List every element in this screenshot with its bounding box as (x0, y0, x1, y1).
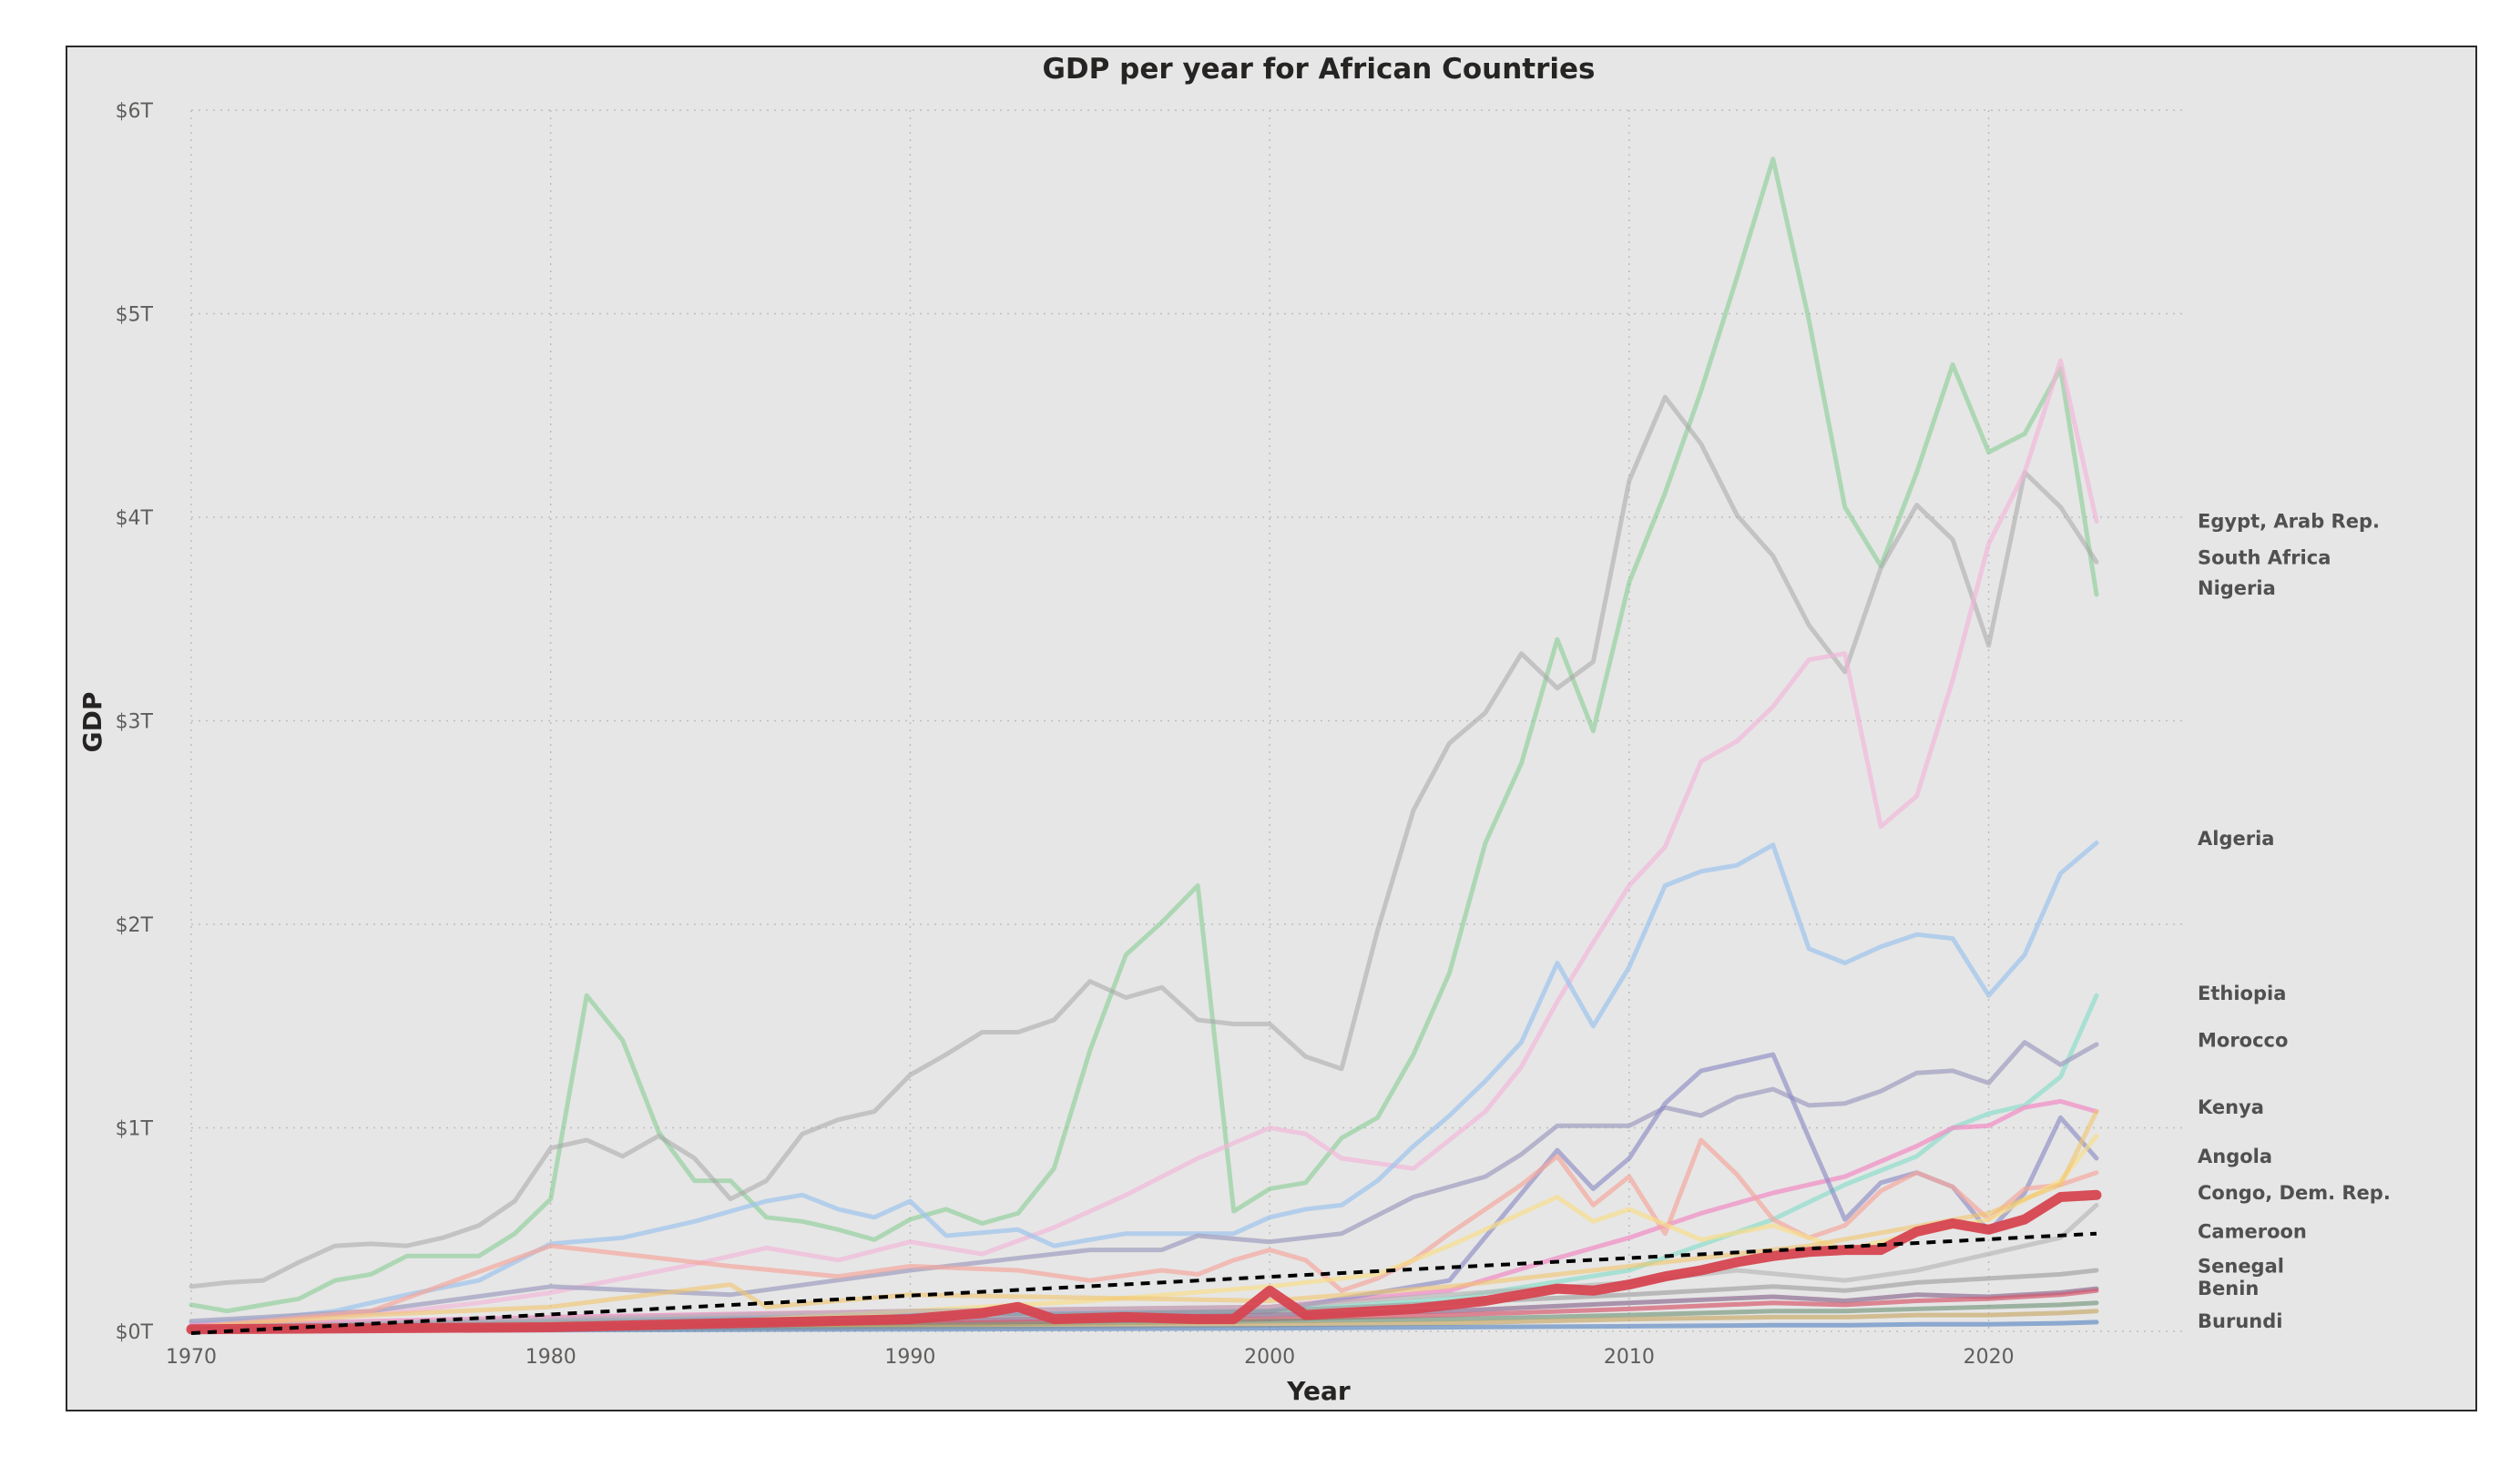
end-label: Congo, Dem. Rep. (2198, 1182, 2391, 1204)
series-line-18 (186, 1189, 2102, 1335)
x-tick-label: 1970 (166, 1346, 217, 1369)
end-label: Egypt, Arab Rep. (2198, 510, 2380, 532)
end-label: Senegal (2198, 1255, 2284, 1277)
end-label: Algeria (2198, 828, 2274, 850)
y-axis-ticks: $0T $1T $2T $3T $4T $5T $6T (116, 100, 154, 1344)
trendline-group (190, 1231, 2097, 1335)
series-line-5 (189, 1040, 2099, 1324)
end-label: Angola (2198, 1146, 2272, 1167)
x-axis-ticks: 1970 1980 1990 2000 2010 2020 (166, 1346, 2015, 1369)
y-tick-label: $2T (116, 914, 154, 937)
chart-title: GDP per year for African Countries (1042, 53, 1595, 86)
y-tick-label: $5T (116, 304, 154, 327)
end-label: Nigeria (2198, 577, 2276, 599)
y-tick-label: $4T (116, 507, 154, 530)
series-line-2 (189, 358, 2099, 1328)
y-tick-label: $3T (116, 711, 154, 734)
end-label: Kenya (2198, 1096, 2264, 1118)
x-tick-label: 2020 (1964, 1346, 2015, 1369)
end-label: Morocco (2198, 1029, 2288, 1051)
series-line-8 (189, 1137, 2099, 1330)
x-tick-label: 2010 (1604, 1346, 1655, 1369)
series-line-10 (189, 1109, 2099, 1330)
series-line-1 (189, 394, 2099, 1289)
x-tick-label: 1980 (525, 1346, 576, 1369)
chart-frame (66, 46, 2477, 1411)
end-label: Benin (2198, 1278, 2259, 1299)
y-axis-title: GDP (77, 692, 107, 753)
y-tick-label: $6T (116, 100, 154, 123)
series-line-0 (189, 157, 2099, 1314)
series-line-7 (189, 1052, 2099, 1330)
gridlines (190, 109, 2186, 1332)
trendline (190, 1231, 2097, 1335)
x-tick-label: 2000 (1244, 1346, 1295, 1369)
end-label: Cameroon (2198, 1220, 2307, 1242)
series-line-3 (189, 841, 2099, 1326)
y-tick-label: $1T (116, 1118, 154, 1141)
series-line-17 (189, 1319, 2099, 1333)
x-tick-label: 1990 (884, 1346, 935, 1369)
series-lines (186, 157, 2102, 1335)
end-label: Ethiopia (2198, 983, 2286, 1004)
end-label: Burundi (2198, 1310, 2282, 1332)
x-axis-title: Year (1286, 1376, 1351, 1406)
end-label: South Africa (2198, 547, 2331, 569)
series-line-6 (189, 1098, 2099, 1328)
y-tick-label: $0T (116, 1321, 154, 1344)
end-labels: Egypt, Arab Rep. South Africa Nigeria Alger… (2198, 510, 2391, 1331)
